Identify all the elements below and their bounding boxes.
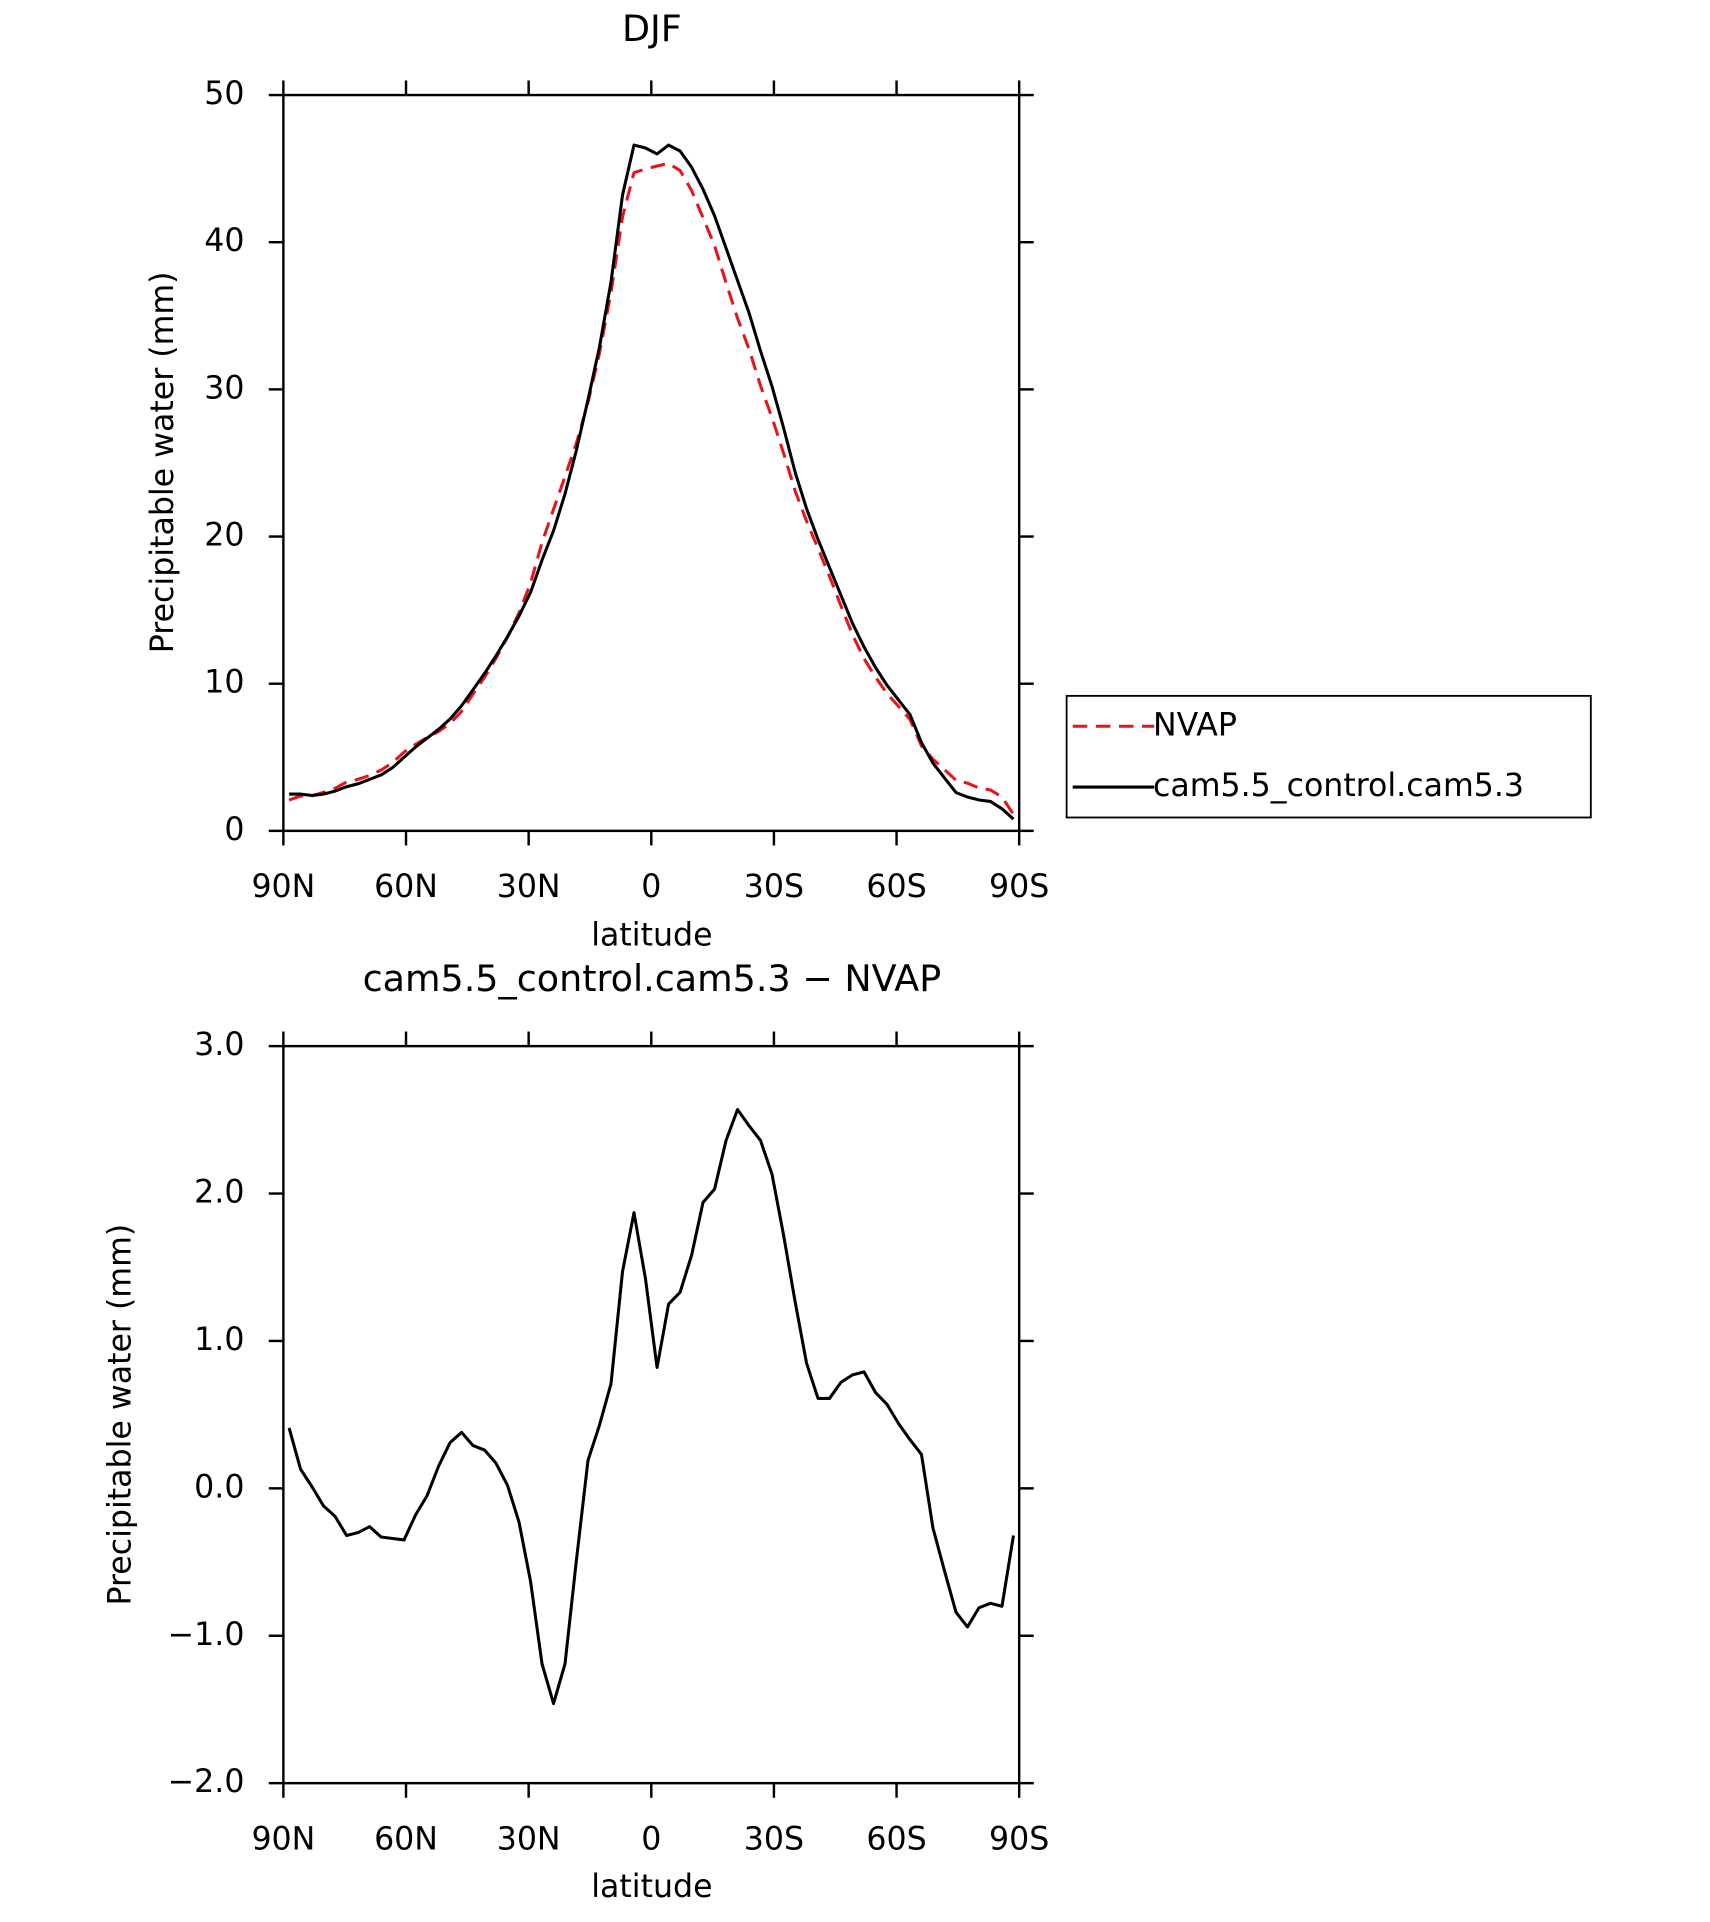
x-tick-label: 60N (374, 869, 438, 905)
x-axis-label: latitude (591, 1869, 712, 1905)
data-line (288, 161, 1015, 816)
y-tick-label: 3.0 (194, 1027, 244, 1063)
y-tick-label: 30 (204, 370, 244, 406)
y-tick-label: 10 (204, 665, 244, 701)
y-tick-label: −1.0 (168, 1617, 245, 1653)
x-tick-label: 0 (641, 1821, 661, 1857)
x-tick-label: 0 (641, 869, 661, 905)
y-tick-label: 50 (204, 76, 244, 112)
y-tick-label: 1.0 (194, 1322, 244, 1358)
x-tick-label: 30S (744, 869, 804, 905)
y-tick-label: 20 (204, 518, 244, 554)
data-line (287, 1108, 1015, 1706)
y-axis-label: Precipitable water (mm) (145, 271, 181, 653)
y-tick-label: 2.0 (194, 1175, 244, 1211)
y-tick-label: 0.0 (194, 1469, 244, 1505)
x-tick-label: 90S (989, 1821, 1049, 1857)
x-tick-label: 30N (497, 869, 561, 905)
x-tick-label: 60S (866, 1821, 926, 1857)
y-axis-label: Precipitable water (mm) (103, 1224, 139, 1606)
x-tick-label: 60S (866, 869, 926, 905)
x-tick-label: 90N (251, 869, 315, 905)
y-tick-label: −2.0 (168, 1764, 245, 1800)
legend-box (1065, 694, 1592, 819)
x-tick-label: 30S (744, 1821, 804, 1857)
data-line (289, 143, 1015, 821)
x-axis-label: latitude (591, 918, 712, 954)
x-tick-label: 60N (374, 1821, 438, 1857)
y-tick-label: 40 (204, 223, 244, 259)
x-tick-label: 90N (251, 1821, 315, 1857)
x-tick-label: 90S (989, 869, 1049, 905)
chart-title: cam5.5_control.cam5.3 − NVAP (363, 957, 942, 1000)
y-tick-label: 0 (224, 812, 244, 848)
legend-label: NVAP (1153, 707, 1237, 743)
x-tick-label: 30N (497, 1821, 561, 1857)
chart-title: DJF (622, 7, 682, 50)
plot-frame (282, 1044, 1021, 1785)
legend-label: cam5.5_control.cam5.3 (1153, 768, 1524, 804)
